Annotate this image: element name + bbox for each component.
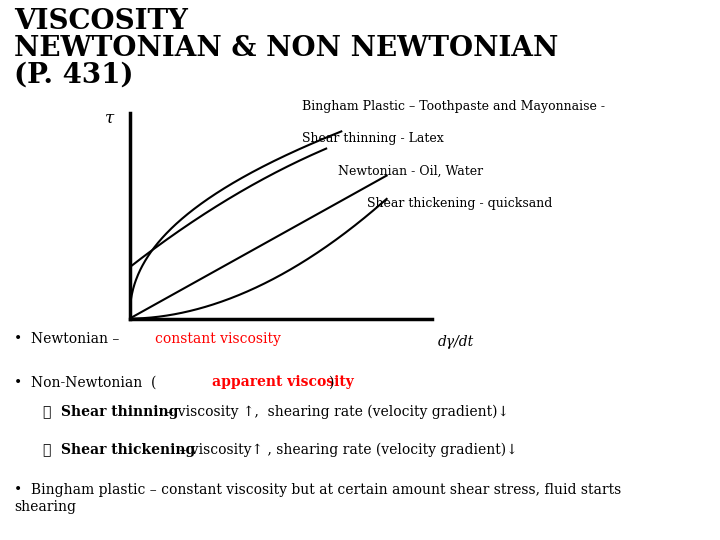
Text: constant viscosity: constant viscosity (155, 332, 281, 346)
Text: ✓: ✓ (43, 443, 60, 457)
Text: (P. 431): (P. 431) (14, 62, 134, 89)
Text: Shear thickening: Shear thickening (61, 443, 195, 457)
Text: •  Non-Newtonian  (: • Non-Newtonian ( (14, 375, 157, 389)
Text: Shear thinning - Latex: Shear thinning - Latex (302, 132, 444, 145)
Text: ): ) (328, 375, 333, 389)
Text: Shear thickening - quicksand: Shear thickening - quicksand (367, 197, 552, 210)
Text: Shear thinning: Shear thinning (61, 405, 179, 419)
Text: •  Newtonian –: • Newtonian – (14, 332, 124, 346)
Text: – viscosity↑ , shearing rate (velocity gradient)↓: – viscosity↑ , shearing rate (velocity g… (175, 443, 518, 457)
Text: ✓: ✓ (43, 405, 60, 419)
Text: τ: τ (105, 109, 114, 126)
Text: dγ/dt: dγ/dt (438, 335, 474, 349)
Text: – viscosity ↑,  shearing rate (velocity gradient)↓: – viscosity ↑, shearing rate (velocity g… (162, 405, 509, 420)
Text: VISCOSITY: VISCOSITY (14, 8, 188, 35)
Text: •  Bingham plastic – constant viscosity but at certain amount shear stress, flui: • Bingham plastic – constant viscosity b… (14, 483, 621, 514)
Text: Bingham Plastic – Toothpaste and Mayonnaise -: Bingham Plastic – Toothpaste and Mayonna… (302, 100, 606, 113)
Text: Newtonian - Oil, Water: Newtonian - Oil, Water (338, 165, 484, 178)
Text: apparent viscosity: apparent viscosity (212, 375, 354, 389)
Text: NEWTONIAN & NON NEWTONIAN: NEWTONIAN & NON NEWTONIAN (14, 35, 559, 62)
